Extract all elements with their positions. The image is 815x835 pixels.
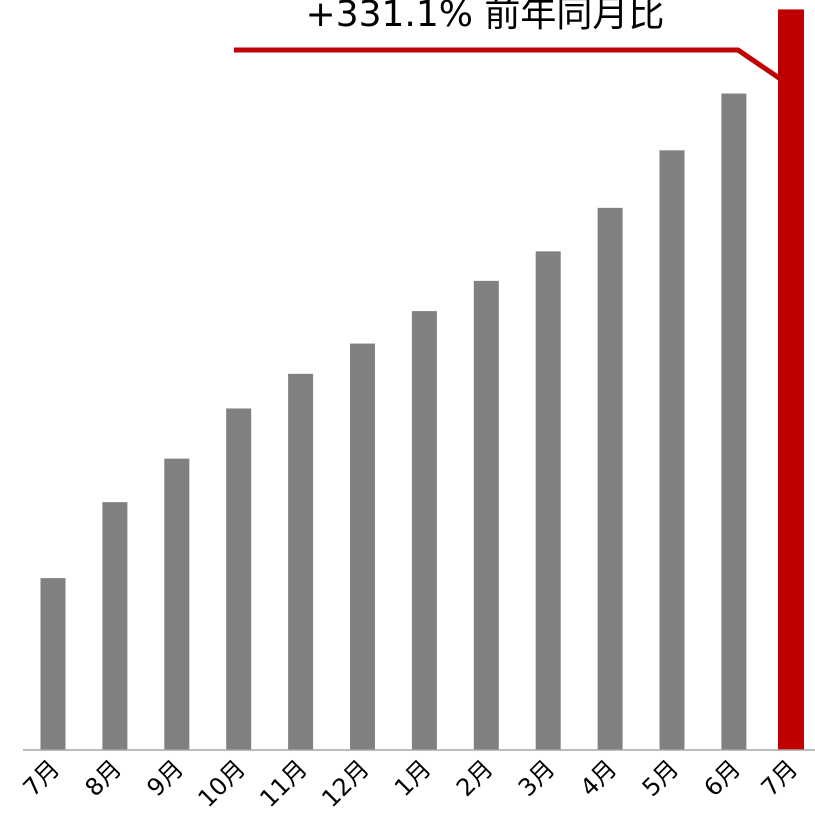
x-tick-label-3: 10月 xyxy=(193,754,251,812)
bar-1 xyxy=(102,502,128,750)
annotation-leader-line xyxy=(234,47,784,83)
x-tick-label-2: 9月 xyxy=(141,754,189,802)
bar-10 xyxy=(659,150,685,750)
x-tick-label-8: 3月 xyxy=(513,754,561,802)
bar-11 xyxy=(721,93,747,751)
bar-8 xyxy=(535,251,561,750)
bar-6 xyxy=(411,311,437,750)
x-tick-label-10: 5月 xyxy=(637,754,685,802)
bar-2 xyxy=(164,458,190,750)
x-tick-label-4: 11月 xyxy=(254,754,312,812)
bars-group xyxy=(40,9,804,751)
x-tick-label-0: 7月 xyxy=(18,754,66,802)
x-tick-label-6: 1月 xyxy=(389,754,437,802)
bar-12 xyxy=(778,9,804,751)
x-tick-labels: 7月 8月 9月 10月 11月 12月 1月 2月 3月 4月 5月 6月 7月 xyxy=(18,754,804,812)
x-tick-label-7: 2月 xyxy=(451,754,499,802)
bar-7 xyxy=(473,280,499,750)
x-tick-label-9: 4月 xyxy=(575,754,623,802)
bar-9 xyxy=(597,207,623,750)
yoy-annotation: +331.1% 前年同月比 xyxy=(306,0,665,35)
x-tick-label-1: 8月 xyxy=(80,754,128,802)
bar-0 xyxy=(40,578,66,750)
x-tick-label-12: 7月 xyxy=(756,754,804,802)
bar-3 xyxy=(226,408,252,750)
x-tick-label-11: 6月 xyxy=(699,754,747,802)
bar-4 xyxy=(288,373,314,750)
x-tick-label-5: 12月 xyxy=(316,754,374,812)
bar-5 xyxy=(350,343,375,750)
